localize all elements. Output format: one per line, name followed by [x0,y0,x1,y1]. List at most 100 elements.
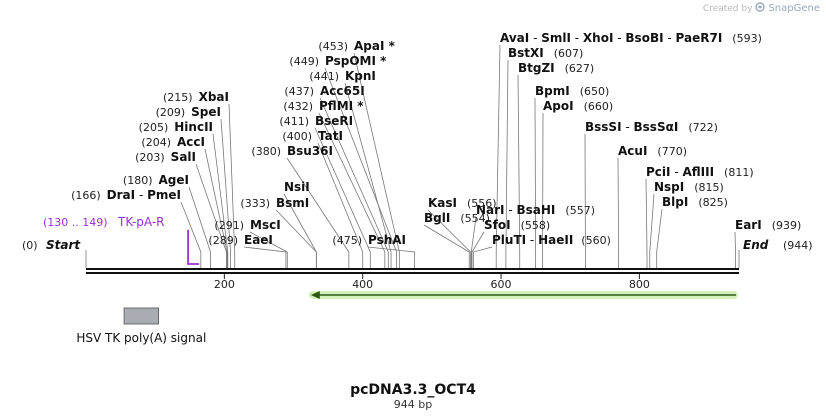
site-label-pcii[interactable]: PciI - AflIII [646,165,714,179]
leader-tati [317,142,364,268]
site-label-sfoi[interactable]: SfoI [484,218,511,232]
site-label-spei[interactable]: SpeI [191,105,221,119]
enzyme-name-xbai-0: XbaI [199,90,229,104]
site-label-acci[interactable]: AccI [177,135,205,149]
site-label-tati[interactable]: TatI [318,129,343,143]
feature-box-hsv-tk-poly-a-signal[interactable] [123,307,160,325]
site-label-pluti[interactable]: PluTI - HaeII [492,233,573,247]
site-pos-pcii: (811) [724,166,754,179]
enzyme-name-pflmi-0: PflMI * [319,99,364,113]
site-pos-msci: (291) [214,219,244,232]
enzyme-name-bsssi-0: BssSI [585,120,622,134]
primer-annotation: (130 .. 149) TK-pA-R [43,215,200,265]
site-pos-nari: (557) [565,204,595,217]
axis-ticks: 200 400 600 800 [214,274,650,291]
site-label-nari[interactable]: NarI - BsaHI [476,203,555,217]
leader-msci [249,231,288,268]
site-label-bstxi[interactable]: BstXI [508,46,544,60]
plasmid-name: pcDNA3.3_OCT4 [350,382,476,398]
site-label-eari[interactable]: EarI [735,218,762,232]
enzyme-name-spei-0: SpeI [191,105,221,119]
site-label-acc65i[interactable]: Acc65I [320,84,365,98]
enzyme-name-nsii-0: NsiI [284,180,310,194]
primer-name[interactable]: TK-pA-R [117,215,165,229]
leader-spei [220,118,231,268]
site-pos-btgzi: (627) [565,62,595,75]
site-label-acui[interactable]: AcuI [618,144,647,158]
credit-brand: SnapGene [768,3,820,14]
site-label-kasi[interactable]: KasI [428,196,457,210]
enzyme-name--3: - [571,31,583,45]
site-label-btgzi[interactable]: BtgZI [518,61,555,75]
site-label-bseri[interactable]: BseRI [315,114,353,128]
site-label-hincii[interactable]: HincII [174,120,213,134]
enzyme-name-xhoi-4: XhoI [583,31,614,45]
site-label-sali[interactable]: SalI [171,150,196,164]
primer-arrow[interactable] [187,230,200,265]
enzyme-name--1: - [135,188,147,202]
axis-tick-label-400: 400 [352,278,373,291]
site-label-kpni[interactable]: KpnI [345,69,376,83]
site-pos-eari: (939) [772,219,802,232]
enzyme-name--1: - [622,120,634,134]
backbone [86,268,739,274]
site-label-blpi[interactable]: BlpI [662,195,688,209]
site-pos-avai: (593) [732,32,762,45]
site-pos-bsmi: (333) [240,197,270,210]
site-label-xbai[interactable]: XbaI [199,90,229,104]
site-label-msci[interactable]: MscI [250,218,281,232]
site-label-eaei[interactable]: EaeI [244,233,273,247]
site-label-bsu36i[interactable]: Bsu36I [287,144,333,158]
enzyme-name--5: - [613,31,625,45]
enzyme-name-bsmi-0: BsmI [276,196,309,210]
leader-xbai [228,103,236,268]
enzyme-name-agei-0: AgeI [159,173,189,187]
site-label-apai[interactable]: ApaI * [354,39,396,53]
enzyme-name-acc65i-0: Acc65I [320,84,365,98]
leader-nari [470,216,477,268]
site-pos-drai: (166) [71,189,101,202]
leader-bseri [314,127,371,268]
enzyme-name-bsobi-6: BsoBI [625,31,663,45]
site-label-bsssi[interactable]: BssSI - BssSαI [585,120,678,134]
site-label-drai[interactable]: DraI - PmeI [107,188,181,202]
enzyme-name-sali-0: SalI [171,150,196,164]
enzyme-name-acui-0: AcuI [618,144,647,158]
site-label-apoi[interactable]: ApoI [543,99,574,113]
site-pos-pflmi: (432) [283,100,313,113]
site-pos-pspomi: (449) [289,55,319,68]
site-label-pflmi[interactable]: PflMI * [319,99,364,113]
enzyme-name-haeii-2: HaeII [538,233,573,247]
site-pos-acc65i: (437) [284,85,314,98]
site-label-avai[interactable]: AvaI - SmlI - XhoI - BsoBI - PaeR7I [500,31,722,45]
enzyme-name-acci-0: AccI [177,135,205,149]
site-pos-apai: (453) [318,40,348,53]
end-label-start: Start [46,238,81,252]
leader-kasi [427,209,472,268]
orf-arrow [308,291,738,299]
site-label-pshai[interactable]: PshAI [368,233,406,247]
site-label-pspomi[interactable]: PspOMI * [325,54,387,68]
enzyme-name-tati-0: TatI [318,129,343,143]
enzyme-name-apoi-0: ApoI [543,99,574,113]
leader-acci [204,148,228,268]
leader-nspi [649,193,655,268]
leader-pshai [367,246,415,268]
leader-kpni [344,82,392,268]
plasmid-length: 944 bp [394,398,432,411]
enzyme-name-bsahi-2: BsaHI [517,203,556,217]
site-label-nsii[interactable]: NsiI [284,180,310,194]
enzyme-name-drai-0: DraI [107,188,135,202]
axis-tick-label-600: 600 [491,278,512,291]
site-label-nspi[interactable]: NspI [654,180,684,194]
enzyme-name--1: - [526,233,538,247]
site-label-bsmi[interactable]: BsmI [276,196,309,210]
site-pos-blpi: (825) [698,196,728,209]
site-label-bpmi[interactable]: BpmI [535,84,570,98]
site-label-agei[interactable]: AgeI [159,173,189,187]
site-pos-pshai: (475) [332,234,362,247]
site-pos-sfoi: (558) [521,219,551,232]
site-pos-xbai: (215) [163,91,193,104]
site-label-bgli[interactable]: BglI [424,211,450,225]
